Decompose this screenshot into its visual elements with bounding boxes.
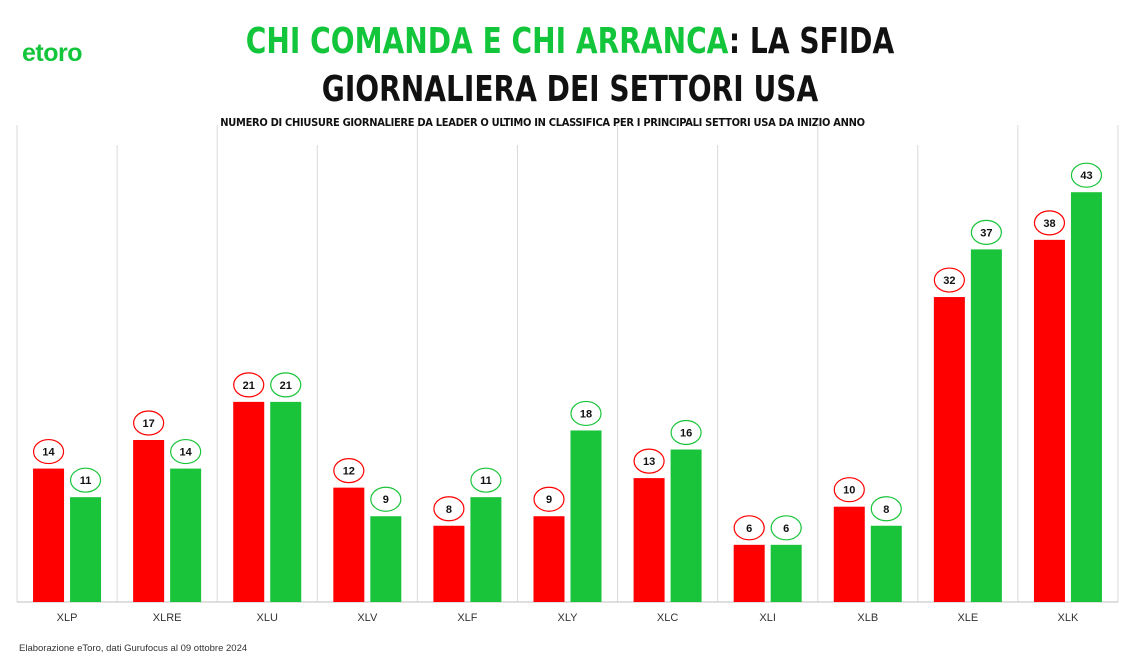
data-label-circle: [833, 477, 865, 503]
data-label-circle: [570, 400, 602, 427]
x-tick-label: XLI: [759, 612, 776, 624]
data-label-circle: [1070, 162, 1103, 188]
data-label-circle: [69, 467, 102, 493]
data-label: 43: [1080, 170, 1092, 182]
x-tick-label: XLY: [558, 612, 579, 624]
data-label-circle: [133, 410, 165, 436]
data-label-circle: [633, 448, 665, 474]
bar: [433, 525, 465, 602]
bar: [470, 497, 502, 602]
data-label-circle: [433, 496, 465, 522]
bar: [633, 478, 665, 602]
bar: [770, 544, 802, 602]
x-tick-label: XLF: [457, 612, 477, 624]
source-note: Elaborazione eToro, dati Gurufocus al 09…: [19, 643, 248, 654]
x-tick-label: XLP: [57, 612, 78, 624]
etoro-logo: etoro: [22, 39, 83, 67]
chart-title-highlight: CHI COMANDA E CHI ARRANCA: [245, 21, 729, 62]
data-label: 14: [180, 447, 193, 459]
bar: [370, 516, 402, 602]
data-label-circle: [170, 438, 202, 465]
x-tick-label: XLK: [1058, 612, 1079, 624]
bar: [33, 468, 65, 602]
bar: [670, 449, 702, 602]
data-label: 6: [746, 523, 752, 535]
data-label: 12: [343, 466, 355, 478]
data-label: 6: [783, 523, 789, 535]
data-label: 13: [643, 456, 655, 468]
data-label-circle: [1033, 210, 1066, 236]
bar: [570, 430, 602, 602]
x-tick-label: XLE: [957, 612, 978, 624]
bar: [970, 249, 1002, 602]
x-tick-label: XLB: [857, 612, 878, 624]
data-label: 38: [1043, 218, 1055, 230]
data-label-circle: [970, 219, 1002, 245]
data-label-circle: [333, 458, 365, 484]
data-label-circle: [470, 467, 502, 493]
x-tick-label: XLV: [357, 612, 378, 624]
bar: [233, 401, 265, 602]
data-label: 9: [383, 494, 389, 506]
data-label-circle: [933, 267, 965, 293]
data-label: 21: [243, 380, 255, 392]
data-label-circle: [270, 372, 302, 398]
x-tick-label: XLU: [257, 612, 278, 624]
bar: [270, 401, 302, 602]
data-label-circle: [370, 486, 402, 512]
bar: [533, 516, 565, 602]
chart-subtitle: NUMERO DI CHIUSURE GIORNALIERE DA LEADER…: [220, 116, 865, 129]
data-label: 10: [843, 485, 855, 497]
data-label-circle: [32, 438, 65, 465]
data-label: 8: [446, 504, 452, 516]
bar: [1033, 239, 1065, 603]
data-label-circle: [870, 496, 902, 522]
data-label-circle: [533, 486, 565, 512]
chart-title-rest: : LA SFIDA GIORNALIERA DEI SETTORI USA: [321, 21, 895, 110]
data-label: 16: [680, 428, 692, 440]
bar: [733, 544, 765, 602]
data-label-circle: [733, 515, 765, 541]
bar: [133, 439, 165, 602]
data-label: 8: [883, 504, 889, 516]
bar: [870, 525, 902, 602]
data-label: 9: [546, 494, 552, 506]
data-label: 37: [980, 227, 992, 239]
bar: [833, 506, 865, 602]
data-label-circle: [233, 372, 265, 398]
data-label: 32: [943, 275, 955, 287]
x-tick-label: XLC: [657, 612, 678, 624]
data-label: 11: [480, 475, 492, 487]
bar: [1070, 192, 1102, 602]
chart-title: CHI COMANDA E CHI ARRANCA: LA SFIDA GIOR…: [242, 18, 897, 114]
data-label: 11: [80, 475, 92, 487]
bar: [70, 497, 102, 602]
data-label-circle: [670, 419, 702, 446]
data-label-circle: [770, 515, 802, 541]
bar: [333, 487, 365, 602]
data-label: 21: [280, 380, 292, 392]
bar: [933, 297, 965, 602]
bar-chart: 14 11 XLP 17 14 XLRE 21 21 XLU 12 9 XLV 8 11 XLF 9 18 XLY…: [16, 125, 1119, 624]
bar: [170, 468, 202, 602]
data-label: 14: [42, 447, 55, 459]
data-label: 18: [580, 408, 592, 420]
x-tick-label: XLRE: [153, 612, 182, 624]
data-label: 17: [143, 418, 155, 430]
